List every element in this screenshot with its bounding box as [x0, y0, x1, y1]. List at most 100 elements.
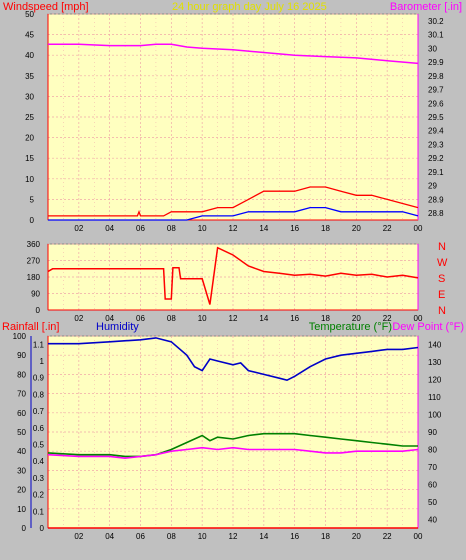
y-right-tick-label: 30	[428, 44, 437, 53]
y-right-tick-label: 29.1	[428, 168, 444, 177]
y-right-tick-label: 29.9	[428, 58, 444, 67]
temp-tick-label: 120	[428, 376, 442, 385]
y-tick-label: 0	[36, 306, 41, 315]
x-tick-label: 02	[74, 314, 83, 323]
temp-tick-label: 130	[428, 358, 442, 367]
y-right-tick-label: 29.4	[428, 127, 444, 136]
humidity-tick-label: 30	[17, 466, 26, 475]
y-left-tick-label: 20	[25, 134, 34, 143]
temp-tick-label: 50	[428, 498, 437, 507]
y-right-tick-label: 29.7	[428, 86, 444, 95]
y-left-tick-label: 0	[30, 216, 35, 225]
temp-tick-label: 60	[428, 480, 437, 489]
temperature-axis-label: Temperature (°F)	[309, 321, 392, 333]
x-tick-label: 02	[74, 532, 83, 541]
y-tick-label: 90	[31, 290, 40, 299]
windspeed-axis-label: Windspeed [mph]	[3, 1, 89, 13]
y-right-tick-label: 29.8	[428, 72, 444, 81]
x-tick-label: 22	[383, 314, 392, 323]
temp-tick-label: 70	[428, 463, 437, 472]
x-tick-label: 12	[229, 224, 238, 233]
y-right-tick-label: 28.9	[428, 195, 444, 204]
humidity-line	[48, 337, 419, 382]
x-tick-label: 08	[167, 532, 176, 541]
x-tick-label: 20	[352, 314, 361, 323]
y-left-tick-label: 40	[25, 51, 34, 60]
humidity-tick-label: 100	[13, 332, 27, 341]
x-tick-label: 10	[198, 314, 207, 323]
x-tick-label: 08	[167, 224, 176, 233]
x-tick-label: 00	[414, 532, 423, 541]
compass-label-n-bottom: N	[438, 305, 446, 317]
compass-label-e: E	[438, 289, 445, 301]
gust_blue-line	[48, 206, 419, 221]
y-left-tick-label: 10	[25, 175, 34, 184]
y-right-tick-label: 29.6	[428, 99, 444, 108]
humidity-tick-label: 40	[17, 447, 26, 456]
y-right-tick-label: 29.3	[428, 140, 444, 149]
x-tick-label: 08	[167, 314, 176, 323]
x-tick-label: 20	[352, 532, 361, 541]
chart-title: 24 hour graph day July 16 2025	[172, 1, 327, 13]
rain-tick-label: 0.3	[33, 474, 45, 483]
temp-tick-label: 90	[428, 428, 437, 437]
x-tick-label: 18	[321, 314, 330, 323]
humidity-tick-label: 90	[17, 351, 26, 360]
y-right-tick-label: 29.2	[428, 154, 444, 163]
y-tick-label: 180	[27, 273, 41, 282]
humidity-tick-label: 80	[17, 370, 26, 379]
humidity-tick-label: 60	[17, 409, 26, 418]
y-left-tick-label: 35	[25, 72, 34, 81]
rain-tick-label: 0.4	[33, 457, 45, 466]
y-right-tick-label: 29.5	[428, 113, 444, 122]
x-tick-label: 12	[229, 532, 238, 541]
y-right-tick-label: 30.2	[428, 17, 444, 26]
x-tick-label: 04	[105, 224, 114, 233]
x-tick-label: 16	[290, 532, 299, 541]
y-right-tick-label: 28.8	[428, 209, 444, 218]
temp-tick-label: 80	[428, 445, 437, 454]
x-tick-label: 00	[414, 314, 423, 323]
compass-label-n-top: N	[438, 241, 446, 253]
rain-tick-label: 0.8	[33, 390, 45, 399]
x-tick-label: 02	[74, 224, 83, 233]
rain-tick-label: 0.5	[33, 441, 45, 450]
rain-tick-label: 0.9	[33, 374, 45, 383]
rain-tick-label: 0.6	[33, 424, 45, 433]
x-tick-label: 04	[105, 532, 114, 541]
temp-tick-label: 40	[428, 515, 437, 524]
x-tick-label: 12	[229, 314, 238, 323]
wind-line	[48, 186, 419, 217]
y-tick-label: 360	[27, 240, 41, 249]
rain-tick-label: 0.1	[33, 507, 45, 516]
y-left-tick-label: 15	[25, 154, 34, 163]
x-tick-label: 14	[259, 532, 268, 541]
x-tick-label: 06	[136, 532, 145, 541]
rain-tick-label: 0.7	[33, 407, 45, 416]
humidity-axis-label: Humidity	[96, 321, 139, 333]
series-lines	[47, 43, 419, 529]
y-left-tick-label: 50	[25, 10, 34, 19]
temp-tick-label: 110	[428, 393, 441, 402]
humidity-tick-label: 0	[22, 524, 27, 533]
x-tick-label: 10	[198, 224, 207, 233]
rain-tick-label: 0.2	[33, 491, 45, 500]
y-left-tick-label: 45	[25, 31, 34, 40]
barometer-axis-label: Barometer [.in]	[390, 1, 462, 13]
dew_point-line	[47, 446, 419, 460]
humidity-tick-label: 70	[17, 390, 26, 399]
y-left-tick-label: 25	[25, 113, 34, 122]
rain-tick-label: 0	[40, 524, 45, 533]
barometer-line	[48, 43, 419, 65]
compass-label-s: S	[438, 273, 445, 285]
x-tick-label: 06	[136, 224, 145, 233]
y-right-tick-label: 30.1	[428, 31, 444, 40]
x-tick-label: 10	[198, 532, 207, 541]
x-tick-label: 18	[321, 532, 330, 541]
x-tick-label: 16	[290, 314, 299, 323]
x-tick-label: 22	[383, 224, 392, 233]
x-tick-label: 16	[290, 224, 299, 233]
x-tick-label: 22	[383, 532, 392, 541]
